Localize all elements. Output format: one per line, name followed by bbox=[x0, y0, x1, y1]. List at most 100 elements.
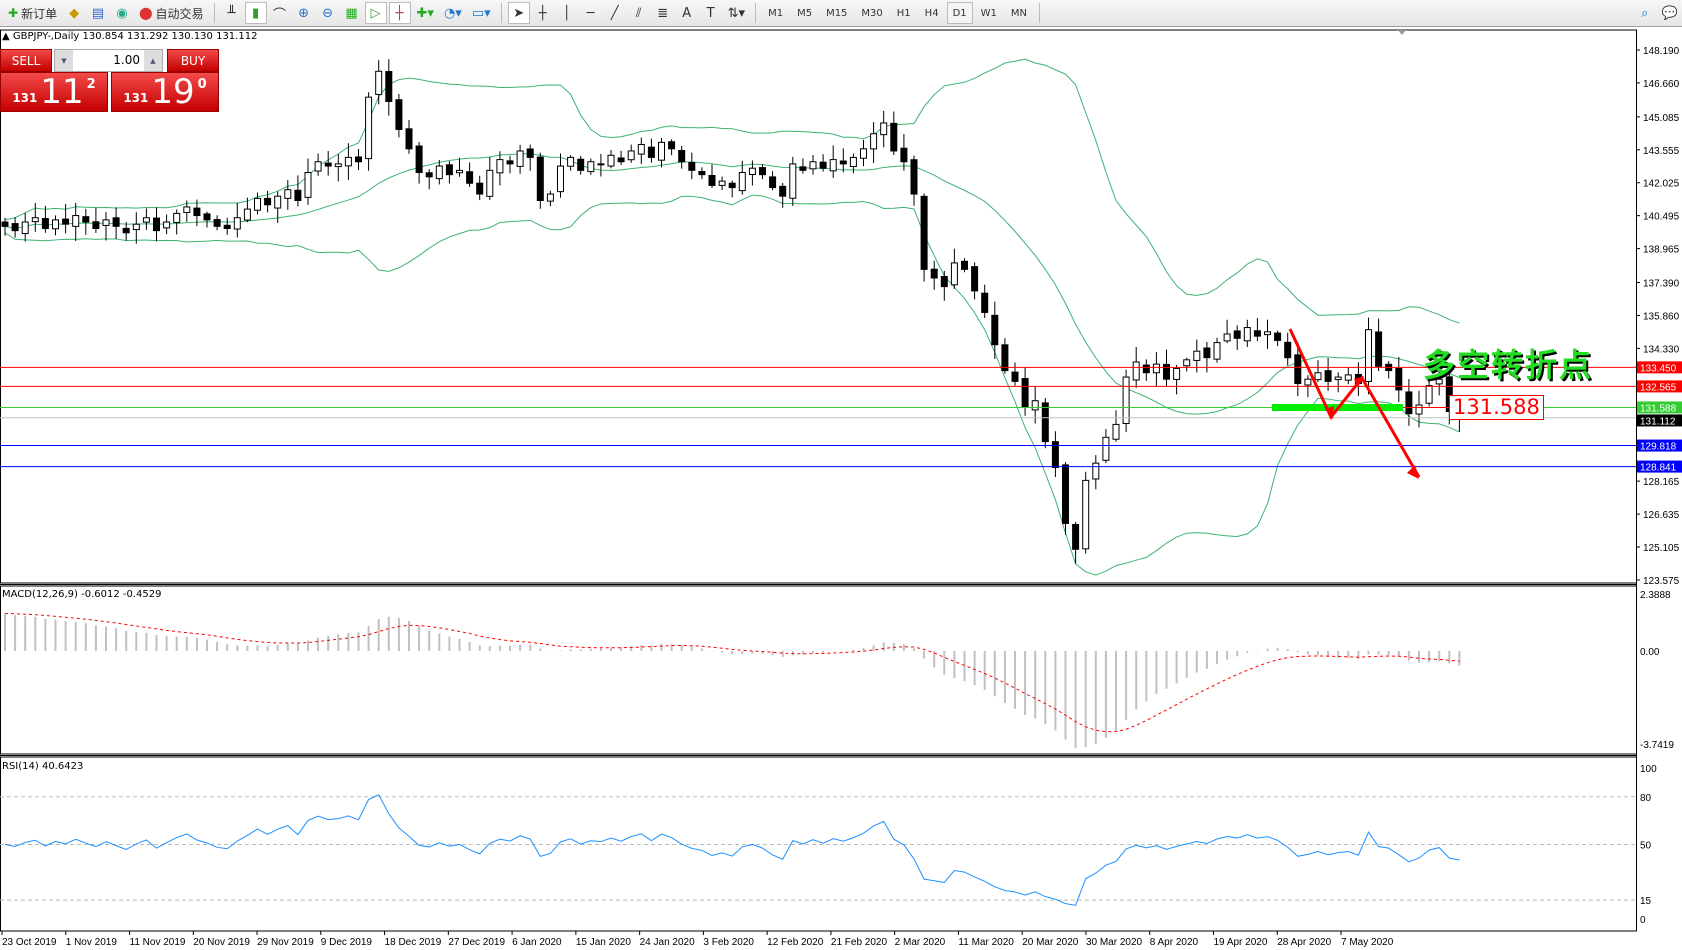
candle-body bbox=[577, 158, 585, 171]
cursor-button[interactable]: ➤ bbox=[507, 2, 530, 24]
lot-stepper[interactable]: ▼ 1.00 ▲ bbox=[54, 49, 163, 72]
bar-chart-button[interactable]: ╨ bbox=[221, 2, 243, 24]
new-order-button[interactable]: ✚ 新订单 bbox=[4, 2, 61, 24]
date-axis-label: 2 Mar 2020 bbox=[895, 937, 946, 948]
rsi-label: RSI(14) 40.6423 bbox=[2, 761, 84, 772]
rsi-axis-label: 80 bbox=[1640, 793, 1652, 804]
candle-body bbox=[1132, 361, 1140, 381]
separator bbox=[500, 3, 502, 23]
zoom-out-button[interactable]: ⊖ bbox=[317, 2, 339, 24]
date-axis-label: 24 Jan 2020 bbox=[640, 937, 695, 948]
arrows-button[interactable]: ⇅▾ bbox=[724, 2, 749, 24]
candle-body bbox=[516, 150, 524, 167]
candle-body bbox=[607, 154, 615, 167]
candle-body bbox=[1344, 374, 1352, 381]
buy-button[interactable]: BUY bbox=[167, 49, 219, 72]
auto-scroll-icon: ▷ bbox=[370, 5, 381, 21]
timeframe-w1[interactable]: W1 bbox=[980, 7, 997, 19]
candle-body bbox=[153, 217, 160, 232]
chat-button[interactable]: 💬 bbox=[1658, 2, 1682, 24]
date-axis-label: 29 Nov 2019 bbox=[257, 937, 314, 948]
date-axis-label: 8 Apr 2020 bbox=[1150, 937, 1199, 948]
candlestick-icon: ▮ bbox=[251, 5, 260, 21]
channel-button[interactable]: ⫽ bbox=[628, 2, 650, 24]
candle-body bbox=[860, 148, 867, 159]
text-icon: A bbox=[682, 5, 692, 21]
trendline-button[interactable]: ╱ bbox=[604, 2, 626, 24]
bid-prefix: 131 bbox=[12, 91, 38, 105]
candle-body bbox=[1425, 385, 1433, 404]
rsi-axis-label: 50 bbox=[1640, 841, 1652, 852]
candle-body bbox=[1051, 441, 1059, 468]
macd-label: MACD(12,26,9) -0.6012 -0.4529 bbox=[2, 589, 162, 600]
date-axis-label: 3 Feb 2020 bbox=[703, 937, 754, 948]
chart-shift-marker bbox=[1398, 30, 1406, 35]
candle-body bbox=[627, 150, 635, 161]
terminal-button[interactable]: ▤ bbox=[87, 2, 109, 24]
price-level-tag-label: 133.450 bbox=[1640, 363, 1677, 374]
zoom-in-button[interactable]: ⊕ bbox=[293, 2, 315, 24]
candlestick-button[interactable]: ▮ bbox=[244, 2, 267, 24]
auto-scroll-button[interactable]: ▷ bbox=[364, 2, 387, 24]
price-axis-label: 135.860 bbox=[1643, 311, 1680, 322]
collapse-icon[interactable]: ▲ bbox=[2, 31, 13, 42]
timeframe-d1[interactable]: D1 bbox=[946, 2, 973, 24]
candle-body bbox=[1274, 332, 1282, 341]
crosshair-icon: ┼ bbox=[538, 5, 547, 21]
search-button[interactable]: ⌕ bbox=[1634, 2, 1656, 24]
fibonacci-button[interactable]: ≣ bbox=[652, 2, 674, 24]
candle-body bbox=[102, 219, 110, 226]
candle-body bbox=[395, 99, 403, 130]
candle-body bbox=[971, 266, 979, 292]
timeframe-m15[interactable]: M15 bbox=[826, 7, 848, 19]
candle-body bbox=[264, 197, 272, 206]
timeframe-m5[interactable]: M5 bbox=[797, 7, 813, 19]
text-label-button[interactable]: T bbox=[700, 2, 722, 24]
timeframe-h1[interactable]: H1 bbox=[896, 7, 911, 19]
separator bbox=[755, 3, 757, 23]
clock-icon: ◔▾ bbox=[443, 5, 462, 21]
crosshair-button[interactable]: ┼ bbox=[532, 2, 554, 24]
rsi-line bbox=[4, 794, 1460, 906]
date-axis-label: 12 Feb 2020 bbox=[767, 937, 824, 948]
chart-shift-button[interactable]: ┼ bbox=[388, 2, 411, 24]
tile-windows-button[interactable]: ▦ bbox=[341, 2, 363, 24]
horizontal-line-button[interactable]: ─ bbox=[580, 2, 602, 24]
indicators-button[interactable]: ✚▾ bbox=[413, 2, 438, 24]
candle-body bbox=[1435, 378, 1443, 385]
candle-body bbox=[940, 275, 948, 288]
templates-button[interactable]: ▭▾ bbox=[468, 2, 495, 24]
lot-input[interactable]: 1.00 bbox=[73, 50, 144, 71]
timeframe-mn[interactable]: MN bbox=[1010, 7, 1027, 19]
candle-body bbox=[991, 314, 999, 346]
date-axis-label: 1 Nov 2019 bbox=[66, 937, 118, 948]
vertical-line-button[interactable]: │ bbox=[556, 2, 578, 24]
lot-increase-button[interactable]: ▲ bbox=[144, 50, 162, 71]
candle-body bbox=[203, 213, 211, 221]
indicator-panel-frame bbox=[0, 585, 1637, 755]
text-button[interactable]: A bbox=[676, 2, 698, 24]
sell-price[interactable]: 131 11 2 bbox=[0, 72, 108, 112]
price-level-tag bbox=[1637, 460, 1682, 473]
auto-trading-button[interactable]: ⬤ 自动交易 bbox=[135, 2, 207, 24]
terminal-icon: ▤ bbox=[91, 5, 105, 21]
candle-body bbox=[1152, 363, 1160, 374]
candle-body bbox=[950, 262, 958, 286]
signals-button[interactable]: ◉ bbox=[111, 2, 133, 24]
symbol-label: GBPJPY-,Daily bbox=[12, 31, 80, 42]
candle-body bbox=[1122, 376, 1130, 424]
sell-button[interactable]: SELL bbox=[0, 49, 52, 72]
price-axis-label: 128.165 bbox=[1643, 477, 1680, 488]
lot-decrease-button[interactable]: ▼ bbox=[55, 50, 73, 71]
price-axis-label: 148.190 bbox=[1643, 46, 1680, 57]
line-chart-button[interactable]: ⌒ bbox=[269, 2, 291, 24]
periods-button[interactable]: ◔▾ bbox=[440, 2, 466, 24]
candle-body bbox=[890, 122, 898, 152]
timeframe-m30[interactable]: M30 bbox=[861, 7, 883, 19]
metaeditor-button[interactable]: ◆ bbox=[63, 2, 85, 24]
candle-body bbox=[425, 172, 433, 178]
buy-price[interactable]: 131 19 0 bbox=[111, 72, 219, 112]
timeframe-m1[interactable]: M1 bbox=[768, 7, 784, 19]
timeframe-h4[interactable]: H4 bbox=[924, 7, 939, 19]
